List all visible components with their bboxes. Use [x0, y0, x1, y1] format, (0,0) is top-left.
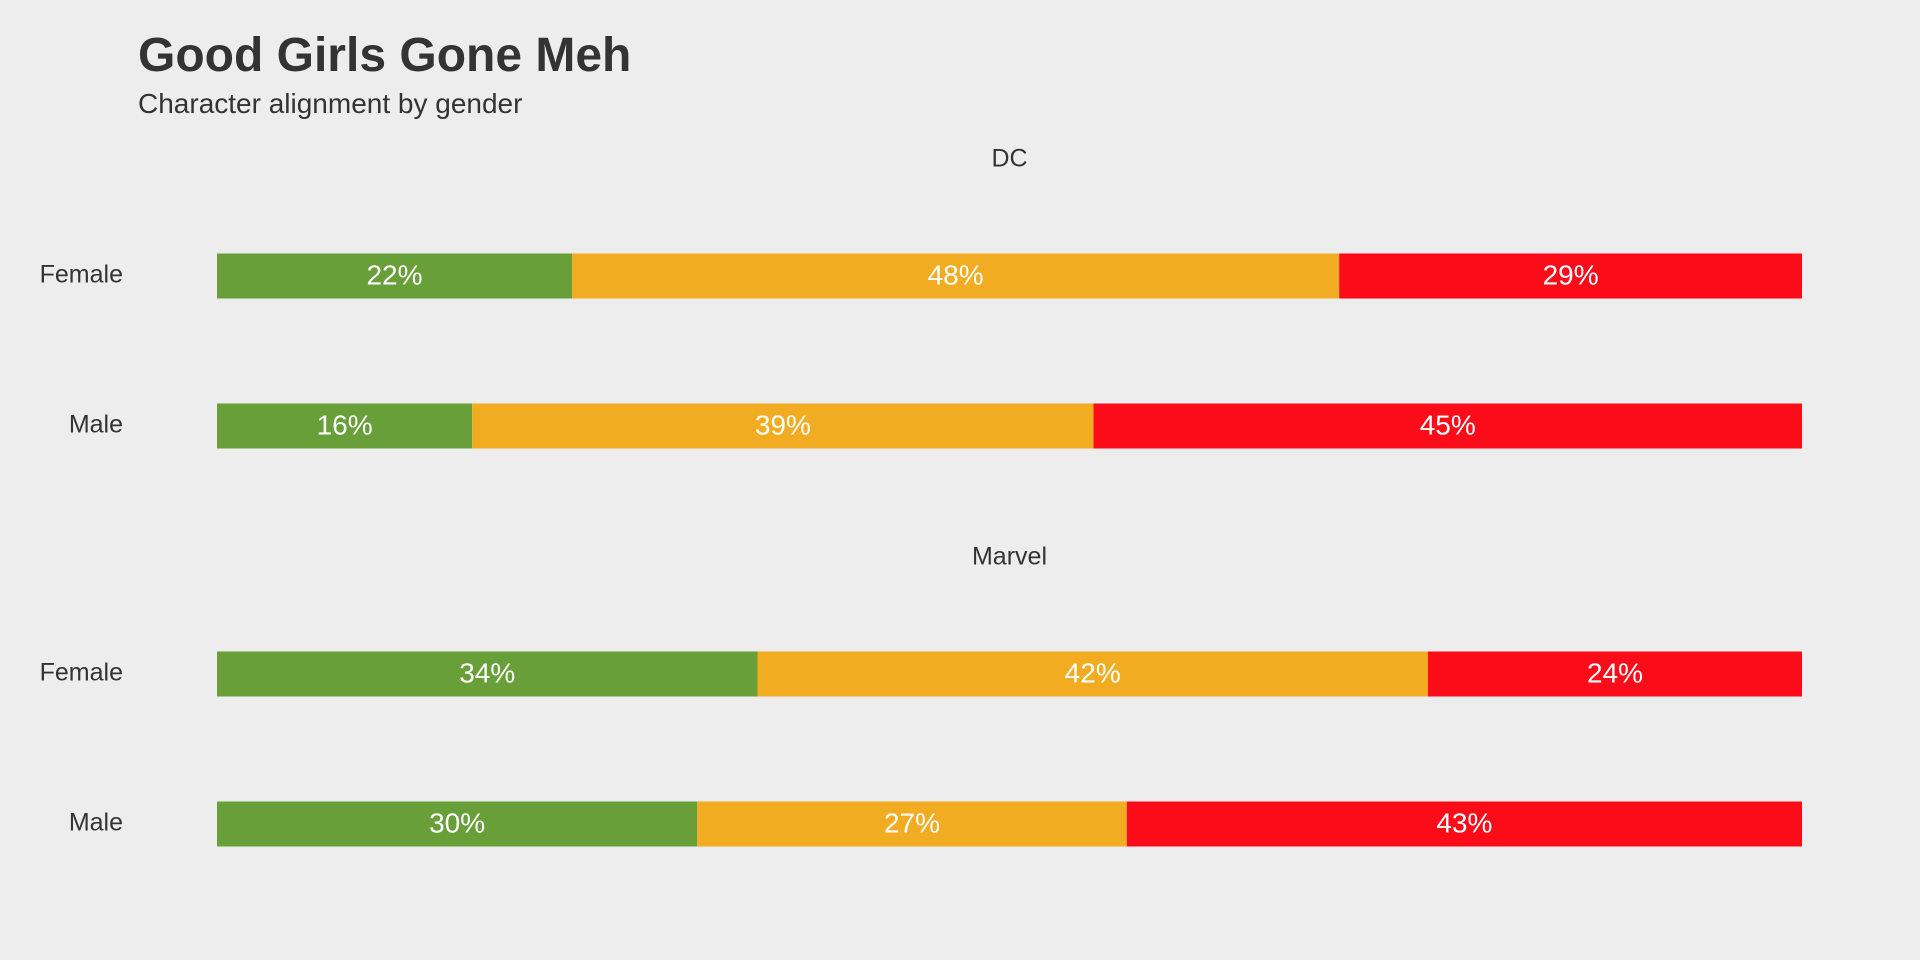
bar-segment: [217, 651, 758, 697]
data-label: 43%: [1436, 807, 1492, 838]
data-label: 16%: [317, 409, 373, 440]
data-label: 29%: [1543, 259, 1599, 290]
bar-segment: [1427, 651, 1802, 697]
bar-segment: [1339, 253, 1802, 299]
data-label: 48%: [928, 259, 984, 290]
data-label: 39%: [755, 409, 811, 440]
data-label: 24%: [1587, 657, 1643, 688]
data-label: 42%: [1065, 657, 1121, 688]
bar-segment: [757, 651, 1428, 697]
data-label: 34%: [459, 657, 515, 688]
y-tick-label: Female: [40, 659, 123, 687]
bar-segment: [1093, 403, 1803, 449]
chart-title: Good Girls Gone Meh: [138, 29, 632, 82]
y-tick-label: Female: [40, 261, 123, 289]
bar-segment: [572, 253, 1340, 299]
data-label: 27%: [884, 807, 940, 838]
panel-title: DC: [991, 145, 1027, 173]
chart-subtitle: Character alignment by gender: [138, 88, 523, 119]
data-label: 22%: [366, 259, 422, 290]
bar-segment: [217, 403, 473, 449]
bar-segment: [697, 801, 1127, 847]
y-tick-label: Male: [69, 411, 123, 439]
bar-segment: [217, 801, 698, 847]
bar-segment: [1126, 801, 1802, 847]
data-label: 45%: [1420, 409, 1476, 440]
y-tick-label: Male: [69, 809, 123, 837]
panel-title: Marvel: [972, 543, 1047, 571]
data-label: 30%: [429, 807, 485, 838]
bar-segment: [472, 403, 1094, 449]
bar-segment: [217, 253, 573, 299]
